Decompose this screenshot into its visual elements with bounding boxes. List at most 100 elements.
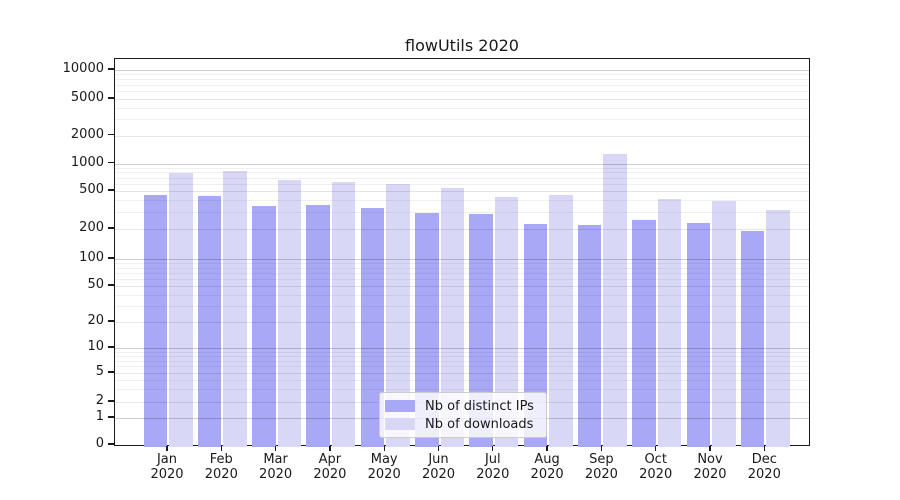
x-tick-mark-aug (546, 446, 548, 451)
gridline-600 (115, 183, 809, 185)
gridline-7000 (115, 84, 809, 86)
y-tick-label-2: 2 (95, 393, 104, 408)
gridline-10 (115, 348, 809, 349)
gridline-7 (115, 360, 809, 362)
gridline-5000 (115, 99, 809, 100)
bar-ips-may (360, 208, 385, 447)
y-tick-label-2000: 2000 (70, 126, 104, 142)
bar-ips-oct (632, 220, 656, 447)
x-tick-mark-oct (655, 446, 657, 451)
x-tick-label-feb: Feb 2020 (204, 452, 238, 482)
gridline-80 (115, 267, 809, 269)
bar-downloads-dec (766, 209, 790, 447)
y-tick-label-10: 10 (87, 339, 104, 354)
y-tick-mark-2000 (108, 133, 114, 136)
gridline-2000 (115, 135, 809, 137)
y-tick-mark-200 (108, 227, 114, 229)
y-tick-mark-5000 (108, 97, 114, 99)
x-tick-mark-jul (492, 446, 494, 451)
y-tick-mark-0 (108, 443, 114, 445)
y-tick-mark-1 (108, 416, 114, 418)
x-tick-mark-jan (166, 446, 168, 451)
x-tick-mark-sep (600, 446, 603, 451)
x-tick-label-aug: Aug 2020 (530, 452, 564, 482)
gridline-1000 (115, 163, 809, 165)
y-tick-mark-20 (108, 320, 114, 322)
gridline-20 (115, 322, 809, 323)
y-tick-label-5000: 5000 (70, 90, 104, 105)
y-tick-label-50: 50 (87, 277, 104, 292)
bar-downloads-jun (440, 187, 464, 447)
gridline-100 (115, 259, 809, 260)
bar-ips-dec (740, 230, 765, 447)
gridline-4000 (115, 107, 809, 109)
gridline-9000 (115, 74, 809, 76)
x-tick-label-sep: Sep 2020 (584, 452, 618, 482)
x-tick-mark-feb (220, 446, 222, 451)
chart-title: flowUtils 2020 (405, 36, 519, 55)
bar-ips-nov (686, 223, 710, 447)
x-tick-label-jan: Jan 2020 (150, 452, 184, 482)
y-tick-label-20: 20 (87, 313, 104, 328)
bar-ips-feb (197, 195, 222, 447)
gridline-6 (115, 366, 809, 368)
bar-downloads-may (386, 184, 410, 447)
gridline-70 (115, 272, 809, 274)
y-tick-mark-100 (108, 257, 114, 259)
gridline-8000 (115, 79, 809, 81)
bars-layer (115, 59, 809, 447)
gridline-500 (115, 191, 809, 192)
bar-ips-sep (577, 224, 602, 447)
gridline-60 (115, 278, 809, 280)
x-tick-mark-may (383, 446, 385, 451)
x-tick-mark-jun (437, 446, 440, 451)
gridline-300 (115, 212, 809, 214)
y-tick-label-100: 100 (79, 250, 104, 265)
legend-item-distinct-ips: Nb of distinct IPs (385, 398, 538, 415)
gridline-10000 (115, 70, 809, 71)
bar-downloads-feb (223, 170, 247, 447)
bar-ips-jan (143, 195, 167, 447)
x-tick-label-dec: Dec 2020 (747, 452, 781, 482)
bar-downloads-sep (603, 154, 627, 447)
gridline-3 (115, 389, 809, 391)
y-tick-mark-10000 (108, 68, 114, 70)
y-tick-mark-500 (108, 189, 114, 191)
bar-downloads-jul (494, 197, 519, 447)
bar-downloads-aug (549, 194, 573, 447)
y-tick-mark-5 (108, 371, 114, 373)
gridlines-layer (115, 59, 809, 445)
gridline-700 (115, 177, 809, 179)
bar-ips-apr (306, 204, 330, 447)
x-tick-label-may: May 2020 (367, 452, 401, 482)
y-tick-mark-1000 (108, 161, 114, 164)
bar-ips-aug (523, 224, 548, 447)
x-tick-mark-mar (274, 446, 277, 451)
y-tick-label-500: 500 (79, 182, 104, 197)
x-tick-label-jul: Jul 2020 (476, 452, 510, 482)
legend-label-distinct-ips: Nb of distinct IPs (425, 398, 534, 414)
x-tick-mark-apr (329, 446, 331, 451)
bar-ips-jun (415, 212, 439, 447)
x-tick-mark-dec (763, 446, 765, 451)
gridline-90 (115, 263, 809, 265)
gridline-6000 (115, 91, 809, 93)
y-tick-label-0: 0 (95, 436, 104, 451)
gridline-900 (115, 167, 809, 169)
y-tick-label-1: 1 (95, 409, 104, 424)
y-tick-label-200: 200 (79, 220, 104, 235)
bar-ips-mar (252, 205, 276, 447)
gridline-3000 (115, 119, 809, 121)
legend-swatch-downloads (385, 418, 415, 430)
gridline-9 (115, 351, 809, 353)
y-tick-mark-10 (108, 346, 114, 348)
x-tick-label-apr: Apr 2020 (313, 452, 347, 482)
x-tick-label-jun: Jun 2020 (421, 452, 456, 482)
y-tick-label-1000: 1000 (70, 154, 104, 170)
x-tick-label-oct: Oct 2020 (639, 452, 673, 482)
plot-area (114, 58, 810, 447)
bar-downloads-apr (331, 182, 356, 447)
x-tick-label-mar: Mar 2020 (259, 452, 293, 482)
y-tick-mark-2 (108, 400, 114, 402)
